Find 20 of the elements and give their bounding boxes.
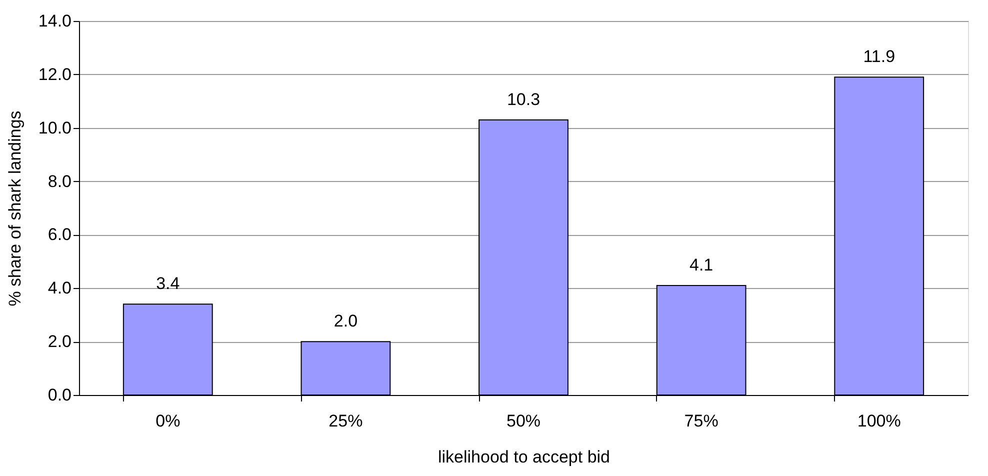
data-label: 2.0 [334, 312, 358, 331]
x-tick-label: 0% [156, 412, 180, 430]
y-tick-label: 12.0 [38, 64, 72, 84]
y-tick-label: 14.0 [38, 12, 72, 30]
x-tick-label: 25% [328, 412, 363, 430]
y-tick-label: 4.0 [48, 278, 72, 298]
x-tick-label: 75% [684, 412, 718, 430]
y-tick-label: 10.0 [38, 118, 72, 138]
y-tick-label: 6.0 [48, 225, 72, 244]
x-tick-label: 50% [506, 412, 541, 430]
y-axis-title: % share of shark landings [5, 110, 24, 306]
x-tick-label: 100% [857, 412, 901, 430]
data-label: 3.4 [156, 274, 180, 294]
data-label: 4.1 [689, 255, 714, 274]
data-label: 11.9 [863, 47, 896, 66]
y-tick-label: 2.0 [48, 332, 72, 352]
y-tick-label: 8.0 [48, 172, 72, 191]
x-axis-title: likelihood to accept bid [438, 448, 610, 466]
y-tick-label: 0.0 [48, 386, 72, 404]
data-label: 10.3 [506, 90, 540, 109]
